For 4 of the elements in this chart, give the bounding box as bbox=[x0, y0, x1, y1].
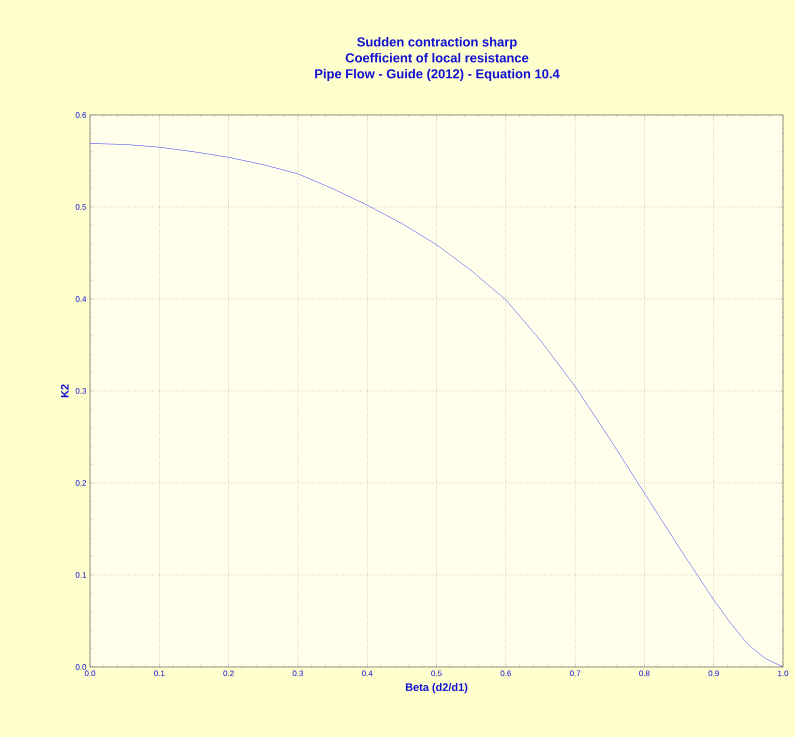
chart-title: Sudden contraction sharp Coefficient of local resistance Pipe Flow - Guide (2012) - Equation 10.4 bbox=[315, 37, 560, 81]
y-axis-title: K2 bbox=[60, 384, 69, 398]
x-axis-title: Beta (d2/d1) bbox=[406, 682, 468, 694]
line-series bbox=[90, 143, 784, 667]
